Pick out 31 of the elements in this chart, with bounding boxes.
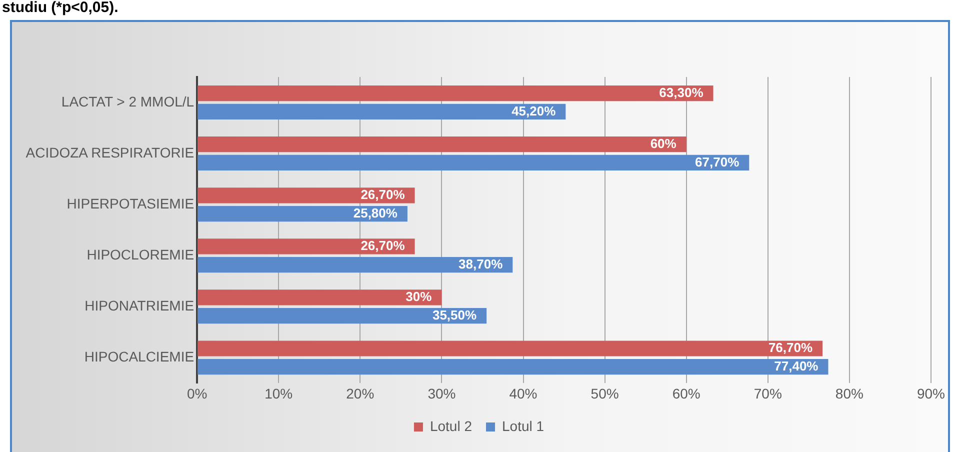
x-tick-label: 0% [186,385,208,402]
data-label: 63,30% [659,84,704,100]
data-label: 35,50% [432,307,477,322]
x-tick-label: 50% [590,385,619,402]
data-label: 76,70% [768,340,813,356]
y-tick-label: LACTAT > 2 MMOL/L [61,93,194,110]
x-tick-label: 60% [672,385,700,402]
x-tick-label: 80% [835,385,864,402]
y-tick-label: ACIDOZA RESPIRATORIE [26,144,194,160]
data-label: 38,70% [458,256,504,272]
y-tick-label: HIPONATRIEMIE [84,298,194,314]
x-tick-label: 20% [346,385,374,402]
x-tick-label: 30% [428,385,456,402]
x-tick-label: 70% [754,385,782,402]
text: studiu (*p<0,05). [2,0,118,18]
data-label: 26,70% [360,186,406,202]
data-label: 30% [406,289,432,304]
data-label: 25,80% [353,205,398,220]
x-tick-label: 10% [264,385,293,402]
data-label: 60% [650,136,677,151]
y-tick-label: HIPOCLOREMIE [86,246,194,262]
x-tick-label: 90% [916,385,946,402]
y-tick-label: HIPERPOTASIEMIE [66,195,194,212]
legend-label: Lotul 1 [502,418,544,434]
data-label: 26,70% [360,238,406,254]
data-label: 45,20% [512,103,556,118]
y-tick-label: HIPOCALCIEMIE [84,348,194,365]
legend-label: Lotul 2 [430,418,472,434]
data-label: 77,40% [774,358,819,374]
x-tick-label: 40% [509,385,538,402]
data-label: 67,70% [695,154,740,170]
